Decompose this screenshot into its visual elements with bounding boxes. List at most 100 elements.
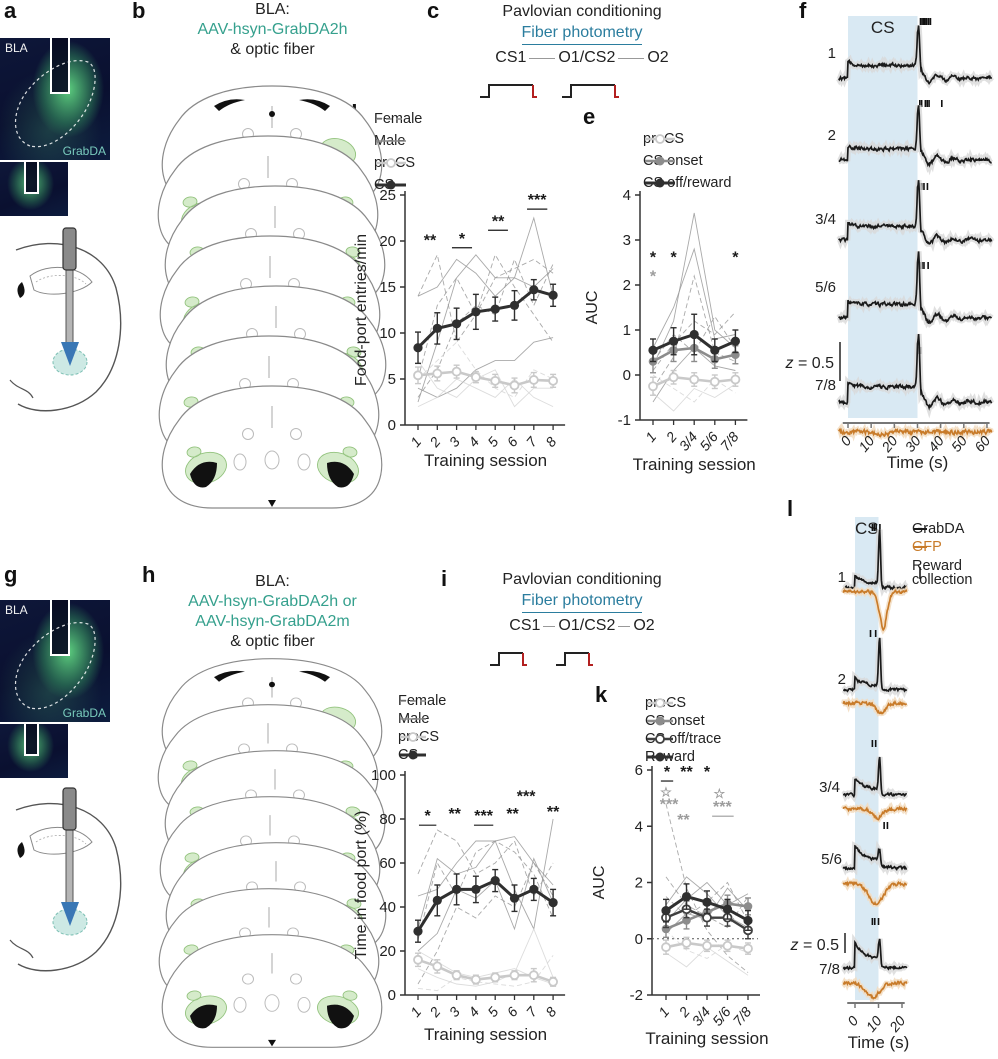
i-title: Pavlovian conditioning	[502, 571, 662, 588]
svg-text:CS: CS	[871, 18, 895, 37]
svg-text:*: *	[664, 764, 671, 781]
svg-text:**: **	[492, 213, 505, 230]
svg-text:1: 1	[407, 434, 424, 450]
svg-text:0: 0	[635, 931, 643, 948]
svg-text:☆: ☆	[713, 786, 725, 801]
svg-text:***: ***	[474, 808, 493, 825]
svg-text:15: 15	[379, 279, 396, 296]
h-title-fiber: & optic fiber	[230, 633, 315, 650]
svg-text:3: 3	[446, 433, 463, 449]
svg-text:*: *	[425, 808, 432, 825]
svg-text:2: 2	[623, 277, 631, 294]
legend-item-gfp: GFP	[912, 538, 984, 556]
i-seq-connector2	[618, 625, 631, 627]
svg-text:0: 0	[388, 417, 396, 434]
svg-text:***: ***	[517, 788, 536, 805]
svg-text:CS: CS	[855, 519, 879, 538]
svg-text:**: **	[448, 806, 461, 823]
panel-b-title: BLA: AAV-hsyn-GrabDA2h & optic fiber	[150, 0, 395, 60]
implant-schematic-g	[9, 787, 122, 972]
svg-text:0: 0	[388, 987, 396, 1004]
c-seq-o2: O2	[647, 49, 669, 66]
c-subtitle: Fiber photometry	[521, 23, 643, 45]
svg-text:1: 1	[828, 45, 836, 62]
panel-label-l: l	[787, 496, 794, 521]
svg-text:5/6: 5/6	[696, 428, 721, 453]
svg-text:*: *	[459, 231, 466, 248]
svg-text:**: **	[547, 804, 560, 821]
legend-item-grabda: GrabDA	[912, 520, 984, 538]
legend-item-male: Male	[398, 710, 446, 728]
legend-item-cs-onset: CS onset	[645, 712, 721, 730]
svg-text:0: 0	[623, 367, 631, 384]
svg-text:Training session: Training session	[633, 455, 756, 474]
svg-text:☆: ☆	[660, 785, 672, 800]
optic-fiber-track-inset-g	[24, 724, 39, 756]
legend-d: Female Male preCS CS	[374, 108, 422, 196]
svg-text:1: 1	[838, 569, 846, 586]
legend-label: GrabDA	[912, 521, 965, 537]
panel-label-f: f	[799, 0, 807, 23]
svg-text:7/8: 7/8	[819, 961, 840, 978]
h-title-region: BLA:	[255, 573, 290, 590]
legend-item-precs: preCS	[645, 694, 721, 712]
legend-label: CS off/reward	[643, 175, 732, 191]
legend-item-reward-collection: Reward collection	[912, 556, 984, 590]
svg-text:2: 2	[426, 433, 444, 450]
svg-text:5/6: 5/6	[815, 279, 836, 296]
fluorescence-image-bla-inset-g	[0, 724, 68, 778]
svg-text:2: 2	[828, 127, 836, 144]
i-subtitle: Fiber photometry	[521, 591, 643, 613]
svg-text:80: 80	[379, 811, 396, 828]
svg-text:10: 10	[379, 325, 396, 342]
svg-text:0: 0	[844, 1012, 861, 1028]
svg-text:*: *	[650, 250, 657, 267]
bla-dashed-outline-g	[15, 622, 96, 710]
panel-label-h: h	[142, 562, 156, 587]
legend-item-female: Female	[374, 108, 422, 130]
legend-item-precs: preCS	[398, 728, 446, 746]
legend-label: CS off/trace	[645, 731, 722, 747]
svg-text:Time (s): Time (s)	[848, 1033, 910, 1052]
svg-text:8: 8	[542, 1003, 559, 1019]
h-title-virus2: AAV-hsyn-GrabDA2m	[195, 613, 350, 630]
grabda-label: GrabDA	[62, 144, 106, 158]
i-seq-o2: O2	[633, 617, 655, 634]
legend-item-precs: preCS	[374, 152, 422, 174]
svg-text:3/4: 3/4	[819, 779, 840, 796]
svg-text:6: 6	[635, 762, 643, 779]
svg-text:**: **	[506, 806, 519, 823]
panel-label-e: e	[583, 104, 596, 129]
grabda-label-g: GrabDA	[62, 706, 106, 720]
svg-text:20: 20	[379, 943, 396, 960]
svg-text:**: **	[677, 812, 690, 829]
svg-text:4: 4	[623, 187, 631, 204]
svg-text:5: 5	[484, 433, 501, 449]
svg-text:***: ***	[660, 796, 679, 813]
c-seq-o1cs2: O1/CS2	[558, 49, 616, 66]
svg-text:7: 7	[523, 433, 541, 450]
panel-label-k: k	[595, 682, 608, 707]
svg-text:3/4: 3/4	[815, 211, 836, 228]
svg-text:7/8: 7/8	[717, 428, 742, 453]
legend-label: Reward collection	[912, 558, 973, 588]
svg-text:***: ***	[713, 799, 732, 816]
legend-l: GrabDA GFP Reward collection	[912, 520, 984, 590]
svg-text:5: 5	[484, 1003, 501, 1019]
svg-text:10: 10	[863, 1012, 885, 1034]
svg-text:2: 2	[426, 1003, 444, 1020]
svg-text:60: 60	[379, 855, 396, 872]
panel-label-i: i	[441, 566, 448, 591]
svg-text:Food-port entries/min: Food-port entries/min	[353, 234, 370, 386]
panel-h-title: BLA: AAV-hsyn-GrabDA2h or AAV-hsyn-GrabD…	[150, 572, 395, 652]
legend-item-female: Female	[398, 692, 446, 710]
c-seq-cs1: CS1	[495, 49, 527, 66]
svg-text:5/6: 5/6	[821, 851, 842, 868]
svg-text:1: 1	[655, 1004, 672, 1020]
legend-j: Female Male preCS CS	[398, 692, 446, 764]
svg-text:1: 1	[623, 322, 631, 339]
c-sequence: CS1 O1/CS2 O2	[452, 49, 712, 67]
